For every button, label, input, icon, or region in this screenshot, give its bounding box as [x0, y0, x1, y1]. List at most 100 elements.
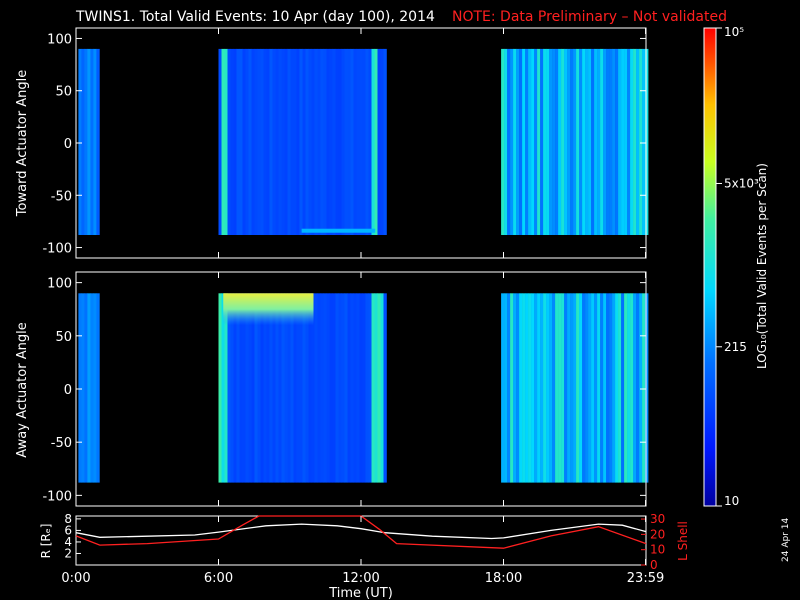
heatmap-column [525, 48, 529, 236]
heatmap-column [278, 48, 282, 236]
heatmap-column [239, 293, 243, 483]
heatmap-column [522, 48, 526, 236]
heatmap-column [528, 48, 532, 236]
heatmap-column [543, 293, 547, 483]
heatmap-column [314, 293, 318, 483]
heatmap-column [609, 48, 613, 236]
heatmap-column [570, 48, 574, 236]
y-tick-label: 0 [64, 137, 72, 152]
heatmap-column [302, 293, 306, 483]
heatmap-column [597, 293, 601, 483]
away-y-ticks: 100 50 0 -50 -100 [42, 277, 646, 504]
heatmap-column [546, 293, 550, 483]
heatmap-column [323, 293, 327, 483]
heatmap-column [314, 48, 318, 236]
heatmap-column [555, 48, 559, 236]
heatmap-column [293, 293, 297, 483]
heatmap-column [579, 48, 583, 236]
heatmap-column [323, 48, 327, 236]
heatmap-column [564, 48, 568, 236]
heatmap-column [365, 293, 369, 483]
r-series-line [75, 523, 647, 540]
heatmap-column [380, 48, 384, 236]
heatmap-column [597, 48, 601, 236]
heatmap-column [582, 293, 586, 483]
heatmap-column [573, 293, 577, 483]
heatmap-column [281, 293, 285, 483]
colorbar-tick-label: 10 [724, 494, 739, 508]
heatmap-column [320, 293, 324, 483]
heatmap-column [510, 48, 514, 236]
heatmap-column [513, 48, 517, 236]
heatmap-column [359, 48, 363, 236]
heatmap-column [242, 48, 246, 236]
heatmap-column [507, 48, 511, 236]
toward-heatmap [78, 48, 649, 236]
heatmap-column [540, 293, 544, 483]
heatmap-column [612, 293, 616, 483]
heatmap-column [531, 293, 535, 483]
x-tick-label: 0:00 [61, 571, 90, 586]
heatmap-column [93, 293, 97, 483]
heatmap-column [609, 293, 613, 483]
toward-panel: 100 50 0 -50 -100 Toward Actuator Angle [15, 27, 649, 259]
heatmap-column [353, 48, 357, 236]
heatmap-column [230, 48, 234, 236]
heatmap-column [90, 293, 94, 483]
heatmap-column [224, 48, 228, 236]
heatmap-column [281, 48, 285, 236]
heatmap-column [236, 48, 240, 236]
heatmap-column [636, 293, 640, 483]
heatmap-column [356, 48, 360, 236]
heatmap-column [87, 293, 91, 483]
heatmap-column [287, 48, 291, 236]
heatmap-column [588, 293, 592, 483]
heatmap-column [591, 293, 595, 483]
heatmap-column [549, 293, 553, 483]
heatmap-column [254, 293, 258, 483]
heatmap-column [236, 293, 240, 483]
heatmap-column [248, 48, 252, 236]
heatmap-column [245, 48, 249, 236]
heatmap-column [579, 293, 583, 483]
r-tick-label: 6 [64, 523, 72, 537]
heatmap-column [278, 293, 282, 483]
heatmap-column [603, 293, 607, 483]
top-glow-band [223, 293, 314, 326]
heatmap-column [335, 48, 339, 236]
heatmap-column [287, 293, 291, 483]
heatmap-column [377, 48, 381, 236]
heatmap-column [642, 293, 646, 483]
y-tick-label: 50 [55, 85, 72, 100]
heatmap-column [353, 293, 357, 483]
time-axis-label: Time (UT) [328, 586, 393, 600]
heatmap-column [537, 48, 541, 236]
heatmap-column [585, 48, 589, 236]
heatmap-column [230, 293, 234, 483]
heatmap-column [317, 48, 321, 236]
heatmap-column [251, 48, 255, 236]
heatmap-column [326, 293, 330, 483]
heatmap-column [588, 48, 592, 236]
heatmap-column [534, 293, 538, 483]
heatmap-column [627, 48, 631, 236]
heatmap-column [84, 48, 88, 236]
bottom-band [301, 228, 376, 233]
colorbar-tick-label: 10⁵ [724, 25, 744, 39]
y-tick-label: -100 [42, 242, 72, 257]
heatmap-column [522, 293, 526, 483]
heatmap-column [564, 293, 568, 483]
heatmap-column [347, 293, 351, 483]
heatmap-column [299, 48, 303, 236]
heatmap-column [242, 293, 246, 483]
heatmap-column [227, 293, 231, 483]
heatmap-column [374, 48, 378, 236]
heatmap-column [341, 48, 345, 236]
heatmap-column [284, 293, 288, 483]
heatmap-column [81, 293, 85, 483]
heatmap-column [645, 293, 649, 483]
heatmap-column [600, 48, 604, 236]
heatmap-column [630, 293, 634, 483]
lshell-tick-label: 30 [650, 512, 665, 526]
